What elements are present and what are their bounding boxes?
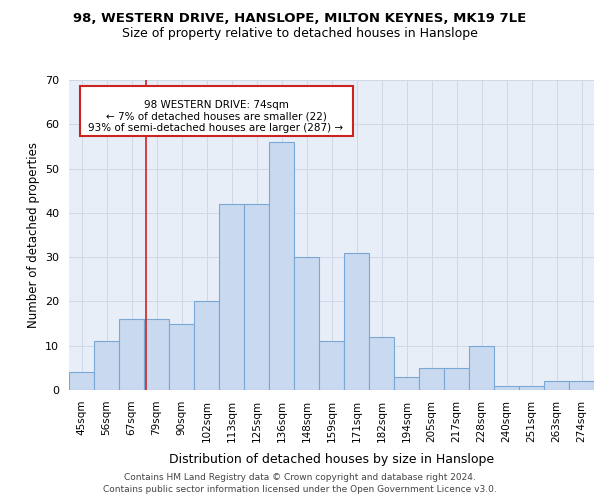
Bar (469, 346, 494, 390)
Bar (344, 252, 369, 390)
Bar (79, 86, 353, 136)
Text: ← 7% of detached houses are smaller (22): ← 7% of detached houses are smaller (22) (106, 112, 326, 122)
Text: Contains HM Land Registry data © Crown copyright and database right 2024.: Contains HM Land Registry data © Crown c… (124, 472, 476, 482)
Bar (244, 204, 269, 390)
Bar (194, 302, 219, 390)
Text: Size of property relative to detached houses in Hanslope: Size of property relative to detached ho… (122, 28, 478, 40)
Bar (169, 324, 194, 390)
Bar (444, 368, 469, 390)
Bar (394, 376, 419, 390)
Y-axis label: Number of detached properties: Number of detached properties (26, 142, 40, 328)
Bar (369, 337, 394, 390)
Bar (569, 381, 594, 390)
Bar (294, 257, 319, 390)
Bar (94, 342, 119, 390)
Bar (544, 381, 569, 390)
Text: 93% of semi-detached houses are larger (287) →: 93% of semi-detached houses are larger (… (88, 123, 344, 133)
Bar (144, 319, 169, 390)
Text: Contains public sector information licensed under the Open Government Licence v3: Contains public sector information licen… (103, 485, 497, 494)
Bar (319, 342, 344, 390)
Bar (69, 372, 94, 390)
Bar (219, 204, 244, 390)
Bar (119, 319, 144, 390)
Bar (494, 386, 519, 390)
Bar (419, 368, 444, 390)
Bar (519, 386, 544, 390)
X-axis label: Distribution of detached houses by size in Hanslope: Distribution of detached houses by size … (169, 453, 494, 466)
Text: 98 WESTERN DRIVE: 74sqm: 98 WESTERN DRIVE: 74sqm (143, 100, 289, 110)
Text: 98, WESTERN DRIVE, HANSLOPE, MILTON KEYNES, MK19 7LE: 98, WESTERN DRIVE, HANSLOPE, MILTON KEYN… (73, 12, 527, 26)
Bar (269, 142, 294, 390)
